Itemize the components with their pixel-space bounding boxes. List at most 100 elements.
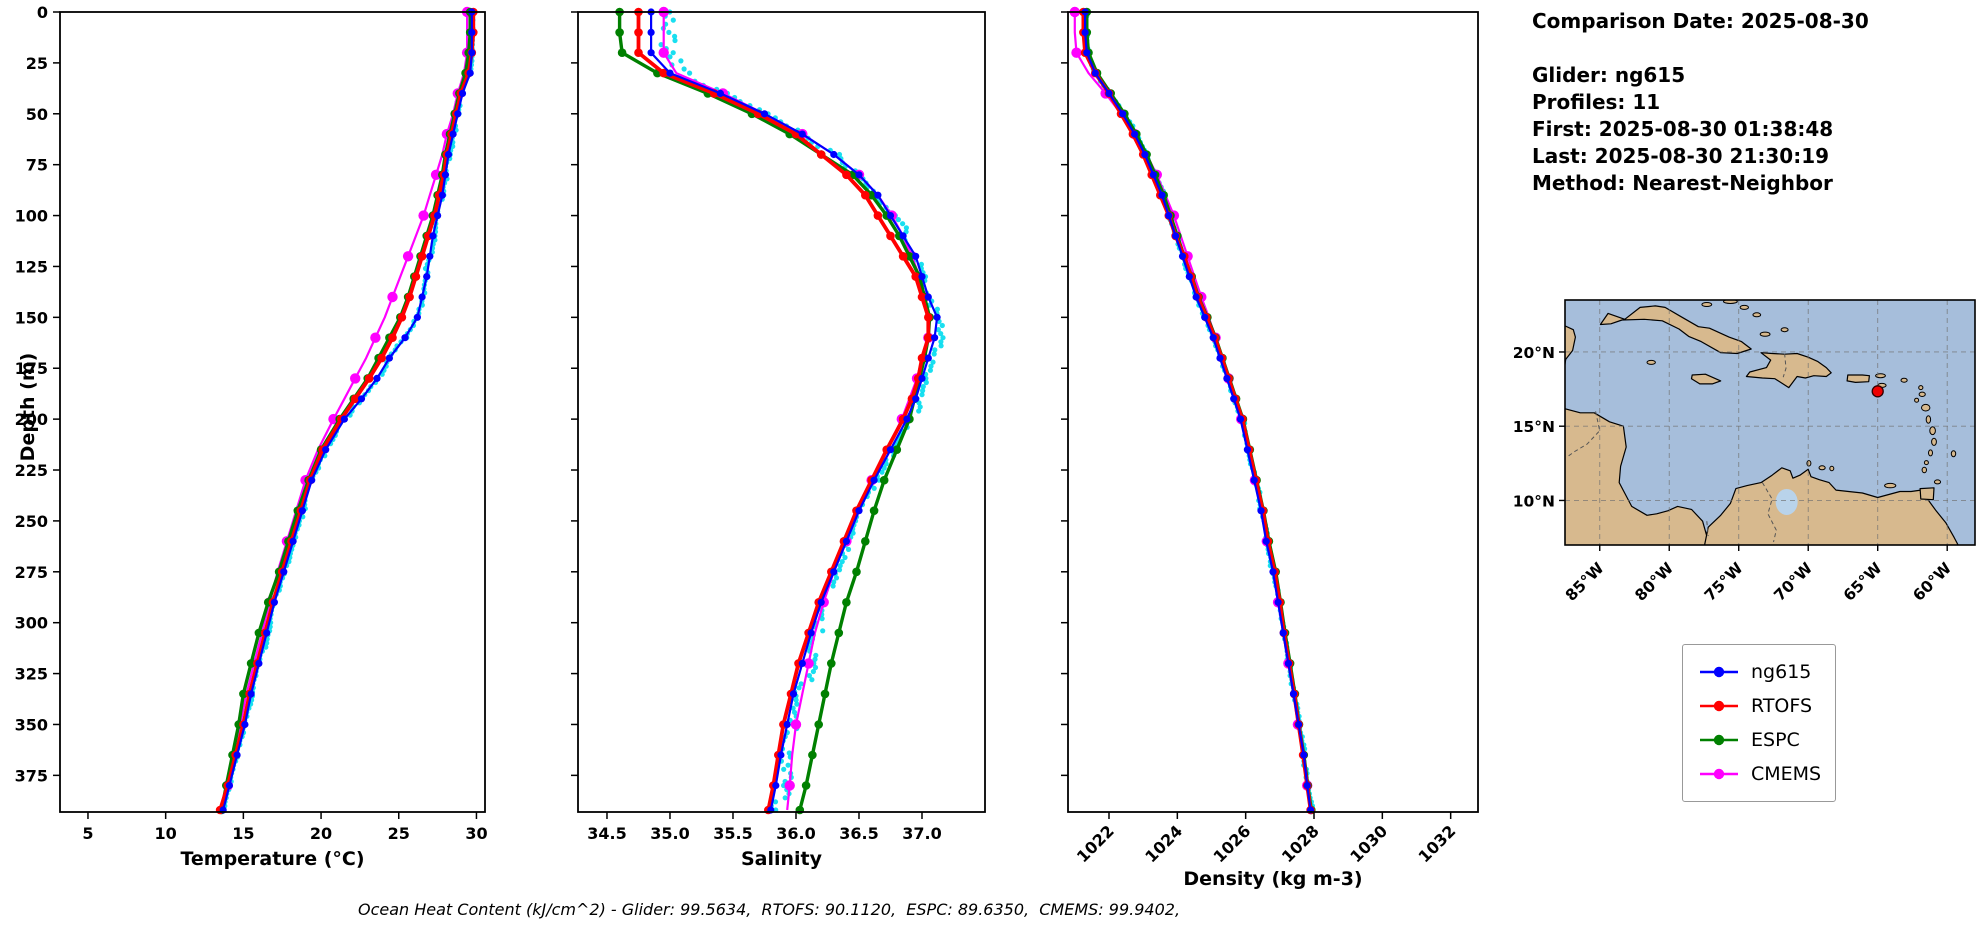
series-marker-RTOFS <box>417 251 427 261</box>
x-tick-label: 1022 <box>1073 821 1118 866</box>
series-marker-ng615 <box>1284 659 1292 668</box>
island <box>1829 465 1835 472</box>
density-axis-label: Density (kg m-3) <box>1183 868 1363 890</box>
series-marker-ng615 <box>1131 130 1139 138</box>
series-marker-ng615 <box>912 252 920 260</box>
x-tick-label: 20 <box>310 824 332 843</box>
island <box>1925 415 1932 424</box>
lake-maracaibo <box>1775 488 1798 515</box>
y-tick-label: 350 <box>15 715 48 734</box>
series-marker-ng615 <box>233 751 241 759</box>
series-marker-RTOFS <box>911 272 920 281</box>
x-tick-label: 36.5 <box>839 824 878 843</box>
series-marker-ng615 <box>1262 537 1270 545</box>
series-line-RTOFS <box>1081 12 1313 811</box>
island <box>1806 460 1812 467</box>
series-ng615 <box>1081 8 1315 814</box>
y-tick-label: 250 <box>15 512 48 531</box>
series-marker-ng615 <box>247 690 255 698</box>
series-marker-ng615 <box>817 598 825 606</box>
series-marker-ng615 <box>886 446 895 454</box>
island <box>1780 327 1789 333</box>
series-marker-ng615 <box>280 568 288 576</box>
series-marker-ng615 <box>1158 191 1166 199</box>
series-marker-CMEMS <box>1071 47 1082 58</box>
series-line-CMEMS <box>1073 12 1312 811</box>
series-marker-ng615 <box>1201 313 1209 321</box>
glider-name-text: Glider: ng615 <box>1532 63 1686 87</box>
legend-label-rtofs: RTOFS <box>1751 695 1813 717</box>
island <box>1646 359 1656 365</box>
series-marker-ESPC <box>820 689 830 699</box>
island <box>1931 437 1937 446</box>
series-marker-RTOFS <box>873 211 883 220</box>
series-marker-ng615 <box>1295 720 1303 729</box>
series-line-ESPC <box>617 12 932 811</box>
series-marker-RTOFS <box>924 313 933 322</box>
series-line-ng615 <box>1083 12 1312 811</box>
axes-frame <box>577 11 986 813</box>
series-marker-ESPC <box>834 628 844 638</box>
series-marker-CMEMS <box>328 413 339 425</box>
series-marker-ESPC <box>246 659 256 668</box>
series-marker-CMEMS <box>430 169 442 180</box>
legend-item-espc: ESPC <box>1697 723 1821 757</box>
series-marker-RTOFS <box>388 333 397 343</box>
legend-label-espc: ESPC <box>1751 729 1800 751</box>
series-marker-ng615 <box>449 130 457 138</box>
ocean-heat-content-caption: Ocean Heat Content (kJ/cm^2) - Glider: 9… <box>357 900 1181 919</box>
series-marker-ng615 <box>385 354 393 362</box>
series-line-CMEMS <box>222 12 469 811</box>
x-tick-label: 5 <box>82 824 93 843</box>
series-marker-ng615 <box>1274 598 1282 606</box>
series-marker-ng615 <box>1149 171 1157 179</box>
x-tick-label: 35.5 <box>713 824 752 843</box>
series-marker-RTOFS <box>659 68 668 78</box>
series-marker-ESPC <box>239 689 248 699</box>
island <box>1914 397 1920 403</box>
series-ng615 <box>647 8 941 814</box>
series-marker-ng615 <box>903 415 911 423</box>
series-marker-ng615 <box>924 293 932 301</box>
location-map: 20°N 15°N 10°N 85°W 80°W 75°W 70°W 65°W 60°W <box>1513 299 1976 605</box>
y-tick-label: 100 <box>15 207 48 226</box>
series-marker-CMEMS <box>784 780 795 791</box>
series-marker-RTOFS <box>397 313 407 322</box>
y-tick-label: 150 <box>15 308 48 327</box>
series-marker-ng615 <box>468 28 476 36</box>
island <box>1818 465 1826 471</box>
y-tick-label: 0 <box>37 3 48 22</box>
series-marker-ng615 <box>1091 69 1099 77</box>
series-marker-CMEMS <box>658 47 669 58</box>
series-marker-ng615 <box>357 395 366 403</box>
series-marker-RTOFS <box>634 28 643 37</box>
series-marker-ESPC <box>801 781 811 790</box>
land-cuba <box>1599 305 1752 355</box>
island <box>1929 426 1936 436</box>
series-marker-ng615 <box>886 212 895 220</box>
y-tick-label: 375 <box>15 766 48 785</box>
series-marker-ESPC <box>861 537 870 546</box>
x-tick-label: 1024 <box>1141 821 1186 866</box>
map-lon-label: 70°W <box>1770 559 1816 605</box>
map-lon-label: 60°W <box>1909 559 1955 605</box>
series-marker-RTOFS <box>405 292 414 302</box>
series-marker-ng615 <box>783 720 791 729</box>
series-marker-ng615 <box>1192 293 1200 301</box>
y-tick-label: 275 <box>15 563 48 582</box>
island <box>1723 300 1738 304</box>
series-marker-ng615 <box>1236 415 1245 423</box>
series-marker-ng615 <box>429 232 437 240</box>
series-marker-ng615 <box>1230 395 1238 403</box>
series-marker-ng615 <box>438 191 446 199</box>
series-marker-CMEMS <box>370 332 381 343</box>
series-marker-ng615 <box>760 110 769 118</box>
series-marker-CMEMS <box>387 291 398 303</box>
series-marker-ng615 <box>1105 89 1113 97</box>
series-marker-ng615 <box>298 507 306 515</box>
series-marker-RTOFS <box>898 251 908 261</box>
series-marker-RTOFS <box>842 170 851 180</box>
series-marker-ng615 <box>647 28 655 36</box>
series-marker-ESPC <box>905 251 914 261</box>
